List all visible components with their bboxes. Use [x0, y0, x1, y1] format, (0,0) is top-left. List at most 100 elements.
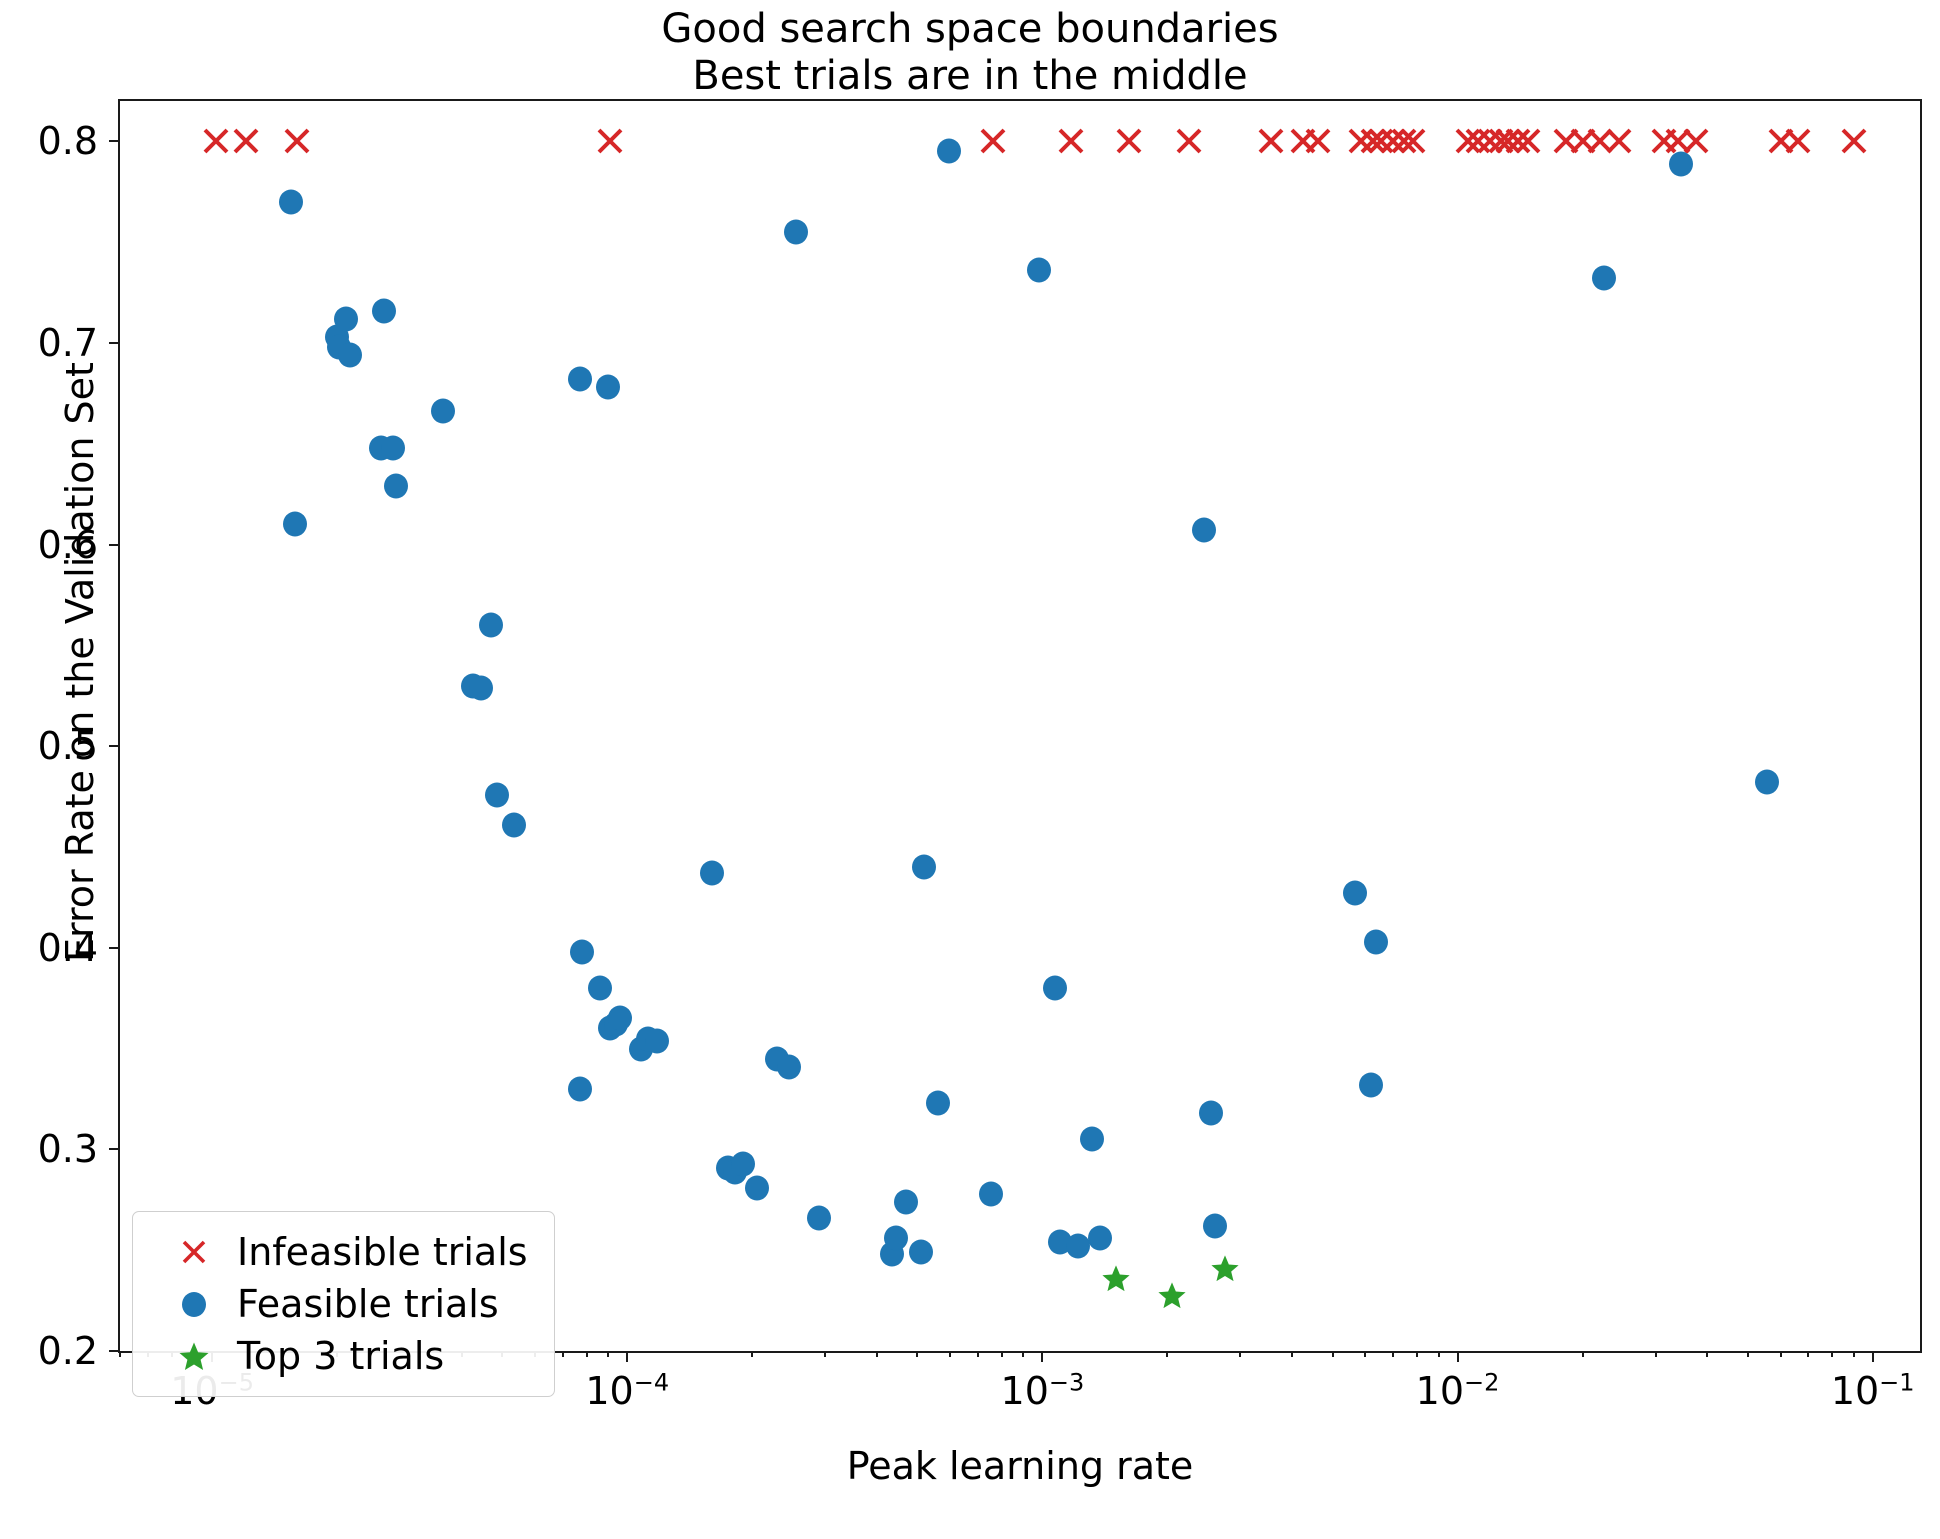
legend-item-infeasible[interactable]: Infeasible trials [151, 1226, 528, 1278]
top-trial-point [1157, 1280, 1187, 1310]
feasible-trial-point [1191, 517, 1216, 543]
infeasible-trial-point [1389, 126, 1419, 156]
legend-label-top3: Top 3 trials [237, 1334, 445, 1378]
feasible-trial-point [1026, 257, 1051, 283]
x-axis-minor-tick [561, 1351, 564, 1357]
x-axis-minor-tick [949, 1351, 952, 1357]
y-axis-tick [109, 543, 120, 546]
feasible-trial-point [607, 1005, 632, 1031]
infeasible-trial-point [1366, 126, 1396, 156]
feasible-trial-point [1668, 151, 1693, 176]
feasible-trial-point [936, 138, 961, 164]
x-axis-minor-tick [1779, 1351, 1782, 1357]
x-axis-minor-tick [586, 1351, 589, 1357]
infeasible-trial-point [1256, 126, 1286, 156]
feasible-trial-point [716, 1155, 741, 1181]
feasible-trial-point [1088, 1225, 1113, 1251]
star-marker-icon [151, 1340, 237, 1372]
x-axis-minor-tick [977, 1351, 980, 1357]
feasible-trial-point [635, 1026, 660, 1051]
x-axis-minor-tick [1706, 1351, 1709, 1357]
infeasible-trial-point [1486, 126, 1516, 156]
x-axis-minor-tick [1392, 1351, 1395, 1357]
feasible-trial-point [1042, 975, 1067, 1001]
y-axis-tick [109, 140, 120, 143]
feasible-trial-point [776, 1054, 801, 1080]
feasible-trial-point [598, 1015, 623, 1041]
feasible-trial-point [1199, 1100, 1224, 1126]
x-axis-tick-label: 10−4 [585, 1368, 670, 1413]
infeasible-trial-point [1174, 126, 1204, 156]
x-axis-minor-tick [1831, 1351, 1834, 1357]
legend-label-feasible: Feasible trials [237, 1282, 499, 1326]
x-axis-tick-label: 10−2 [1415, 1368, 1500, 1413]
feasible-trial-point [333, 306, 358, 332]
y-axis-tick-label: 0.3 [37, 1127, 98, 1172]
chart-subtitle: Best trials are in the middle [692, 53, 1248, 100]
feasible-trial-point [568, 1076, 593, 1102]
feasible-trial-point [596, 374, 621, 400]
infeasible-trial-point [1604, 126, 1634, 156]
top-trial-point [1101, 1263, 1131, 1293]
x-axis-minor-tick [1001, 1351, 1004, 1357]
x-axis-minor-tick [1746, 1351, 1749, 1357]
feasible-trial-point [978, 1181, 1003, 1207]
infeasible-trial-point [1839, 126, 1869, 156]
plot-area [120, 101, 1920, 1351]
y-axis-tick-label: 0.6 [37, 522, 98, 567]
feasible-trial-point [1342, 880, 1367, 906]
legend-item-top3[interactable]: Top 3 trials [151, 1330, 528, 1382]
infeasible-trial-point [1568, 126, 1598, 156]
feasible-trial-point [588, 975, 613, 1001]
x-axis-minor-tick [1807, 1351, 1810, 1357]
feasible-trial-point [884, 1225, 909, 1251]
feasible-trial-point [384, 473, 409, 499]
x-axis-minor-tick [119, 1351, 121, 1357]
infeasible-trial-point [1766, 126, 1796, 156]
feasible-trial-point [765, 1046, 790, 1072]
feasible-trial-point [880, 1241, 905, 1267]
y-axis-tick [109, 1148, 120, 1151]
feasible-trial-point [460, 673, 485, 699]
feasible-trial-point [372, 298, 397, 324]
top-trial-point [1210, 1253, 1240, 1283]
infeasible-trial-point [978, 126, 1008, 156]
infeasible-trial-point [1783, 126, 1813, 156]
feasible-trial-point [807, 1205, 832, 1231]
x-axis-tick [626, 1351, 629, 1362]
plot-axes: 10−510−410−310−210−10.20.30.40.50.60.70.… [38, 99, 1922, 1413]
chart-title-block: Good search space boundaries Best trials… [0, 6, 1940, 100]
infeasible-trial-point [1475, 126, 1505, 156]
infeasible-trial-point [1663, 126, 1693, 156]
x-axis-minor-tick [824, 1351, 827, 1357]
x-axis-minor-tick [1654, 1351, 1657, 1357]
x-axis-minor-tick [1364, 1351, 1367, 1357]
x-axis-tick [1456, 1351, 1459, 1362]
feasible-trial-point [1080, 1126, 1105, 1152]
feasible-trial-point [908, 1239, 933, 1265]
x-marker-icon [151, 1235, 237, 1269]
y-axis-tick-label: 0.8 [37, 119, 98, 164]
y-axis-tick [109, 946, 120, 949]
x-axis-tick-label: 10−3 [1000, 1368, 1085, 1413]
infeasible-trial-point [1358, 126, 1388, 156]
chart-legend: Infeasible trials Feasible trials Top 3 … [132, 1211, 555, 1397]
y-axis-tick [109, 341, 120, 344]
x-axis-tick [1041, 1351, 1044, 1362]
infeasible-trial-point [1398, 126, 1428, 156]
y-axis-tick-label: 0.7 [37, 320, 98, 365]
feasible-trial-point [1047, 1229, 1072, 1255]
feasible-trial-point [1754, 769, 1779, 795]
feasible-trial-point [368, 435, 393, 461]
legend-item-feasible[interactable]: Feasible trials [151, 1278, 528, 1330]
legend-label-infeasible: Infeasible trials [237, 1230, 528, 1274]
infeasible-trial-point [1114, 126, 1144, 156]
infeasible-trial-point [231, 126, 261, 156]
infeasible-trial-point [1649, 126, 1679, 156]
x-axis-minor-tick [1331, 1351, 1334, 1357]
infeasible-trial-point [1288, 126, 1318, 156]
feasible-trial-point [699, 860, 724, 886]
x-axis-label: Peak learning rate [846, 1444, 1194, 1488]
feasible-trial-point [484, 782, 509, 808]
